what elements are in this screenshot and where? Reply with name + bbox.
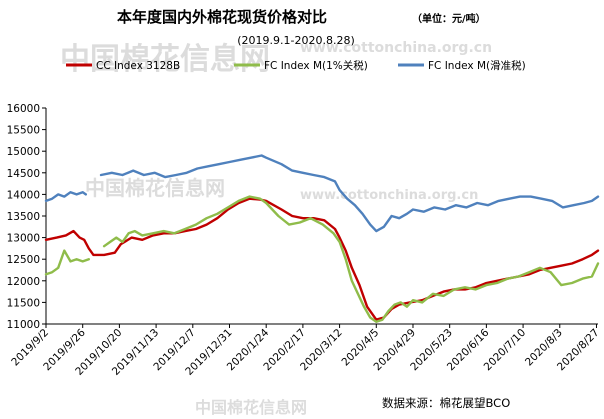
legend-label-3: FC Index M(滑准税) bbox=[428, 59, 526, 72]
y-tick-label: 15500 bbox=[7, 125, 40, 137]
y-tick-label: 16000 bbox=[7, 103, 40, 115]
watermark-text-lower: 中国棉花信息网 bbox=[195, 398, 308, 417]
y-tick-label: 13500 bbox=[7, 211, 40, 223]
y-tick-label: 13000 bbox=[7, 233, 40, 245]
source-note: 数据来源：棉花展望BCO bbox=[382, 396, 510, 410]
series-line-1 bbox=[44, 197, 600, 321]
chart-unit-note: （单位：元/吨） bbox=[412, 12, 486, 25]
y-tick-label: 14000 bbox=[7, 189, 40, 201]
series-line-3 bbox=[44, 154, 600, 233]
series-line-2 bbox=[44, 195, 600, 323]
y-tick-label: 14500 bbox=[7, 168, 40, 180]
chart-title: 本年度国内外棉花现货价格对比 bbox=[117, 8, 327, 26]
watermark-text: 中国棉花信息网 bbox=[60, 42, 270, 77]
y-tick-label: 12000 bbox=[7, 276, 40, 288]
watermark-text-center: 中国棉花信息网 bbox=[85, 176, 225, 200]
y-tick-label: 11000 bbox=[7, 319, 40, 331]
chart-subtitle: (2019.9.1-2020.8.28) bbox=[237, 34, 355, 47]
legend-label-1: CC Index 3128B bbox=[96, 60, 180, 72]
legend-label-2: FC Index M(1%关税) bbox=[264, 59, 368, 72]
watermark-url-center: www.cottonchina.org.cn bbox=[300, 188, 479, 203]
y-tick-label: 15000 bbox=[7, 146, 40, 158]
watermark-url: www.cottonchina.org.cn bbox=[300, 40, 493, 56]
y-tick-label: 11500 bbox=[7, 297, 40, 309]
y-tick-label: 12500 bbox=[7, 254, 40, 266]
